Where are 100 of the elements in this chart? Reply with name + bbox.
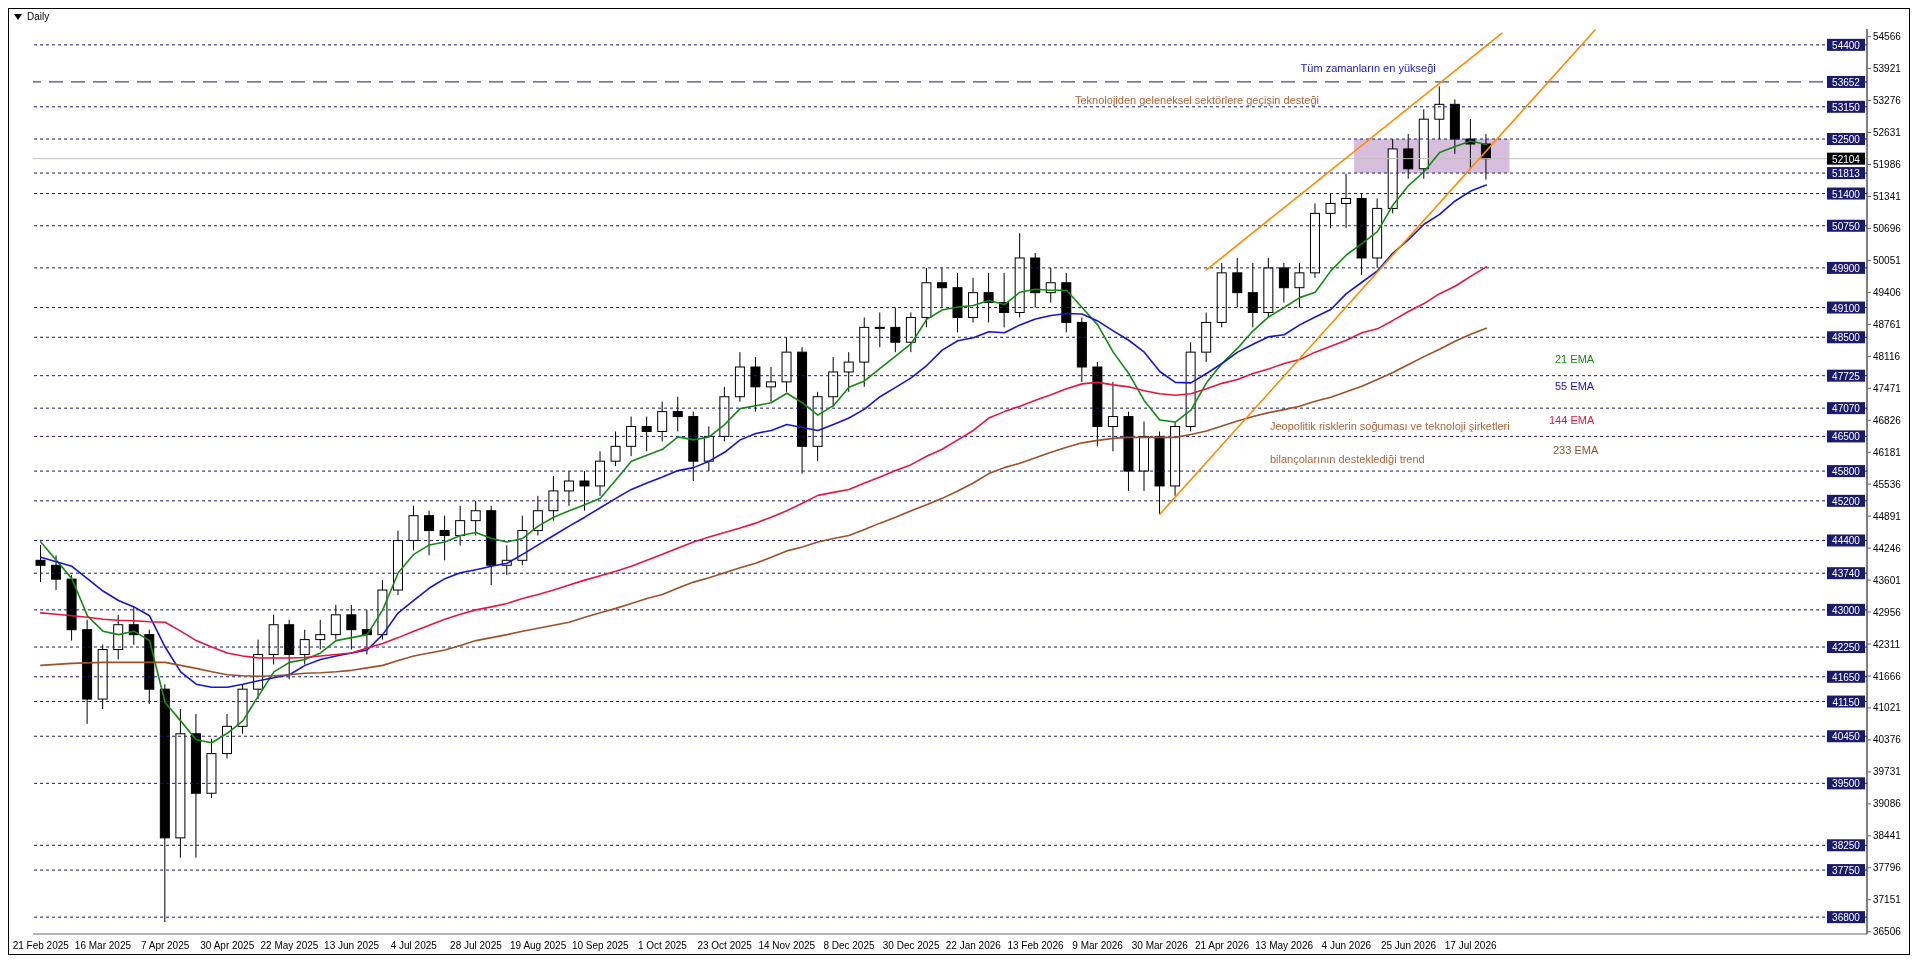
ref-line-label: 51400 (1832, 188, 1861, 200)
ref-line-label: 49100 (1832, 302, 1861, 314)
candlestick (610, 430, 621, 467)
candlestick (424, 510, 435, 556)
x-tick-label: 16 Mar 2025 (74, 940, 132, 952)
ref-line-label: 40450 (1832, 731, 1861, 743)
candlestick (1107, 381, 1118, 452)
y-tick-label: 49406 (1873, 286, 1902, 298)
y-tick-label: 50051 (1873, 254, 1902, 266)
x-tick-label: 21 Feb 2025 (12, 940, 70, 952)
candlestick (35, 544, 46, 583)
x-tick-label: 4 Jun 2026 (1321, 940, 1372, 952)
y-tick-label: 48116 (1873, 350, 1901, 362)
candlestick (874, 311, 885, 348)
x-tick-label: 13 Feb 2026 (1007, 940, 1064, 952)
text: 21 EMA (1555, 353, 1595, 365)
y-tick-label: 46181 (1873, 446, 1902, 458)
x-tick-label: 19 Aug 2025 (510, 940, 567, 952)
candlestick (750, 356, 761, 413)
y-tick-label: 38441 (1873, 830, 1902, 842)
x-tick-label: 30 Apr 2025 (200, 940, 255, 952)
text: 55 EMA (1555, 380, 1595, 392)
y-tick-label: 42311 (1873, 638, 1901, 650)
ref-line-label: 51813 (1832, 168, 1861, 180)
ref-line-label: 36800 (1832, 912, 1861, 924)
x-tick-label: 13 May 2026 (1255, 940, 1314, 952)
text: 144 EMA (1549, 414, 1595, 426)
candlestick (672, 396, 683, 432)
candlestick (579, 470, 590, 512)
y-tick-label: 54566 (1873, 31, 1902, 43)
y-tick-label: 53276 (1873, 95, 1902, 107)
ref-line-label: 47725 (1832, 370, 1861, 382)
y-tick-label: 44246 (1873, 542, 1902, 554)
y-tick-label: 51986 (1873, 159, 1902, 171)
ref-line-label: 53150 (1832, 101, 1861, 113)
candlestick (843, 351, 854, 393)
y-tick-label: 39731 (1873, 766, 1902, 778)
candlestick (455, 505, 466, 546)
y-tick-label: 48761 (1873, 318, 1902, 330)
candlestick (51, 554, 62, 591)
y-tick-label: 39086 (1873, 798, 1902, 810)
y-tick-label: 45536 (1873, 478, 1902, 490)
x-tick-label: 22 Jan 2026 (945, 940, 1002, 952)
candlestick (1341, 173, 1352, 229)
candlestick (1434, 85, 1445, 140)
candlestick (1278, 262, 1289, 304)
y-tick-label: 47471 (1873, 382, 1902, 394)
candlestick (1403, 133, 1414, 180)
candlestick (470, 500, 481, 537)
y-tick-label: 41666 (1873, 670, 1902, 682)
candlestick (1247, 262, 1258, 328)
ref-line-label: 37750 (1832, 865, 1861, 877)
y-tick-label: 41021 (1873, 702, 1902, 714)
x-tick-label: 1 Oct 2025 (638, 940, 688, 952)
annotation: Jeopolitik risklerin soğuması ve teknoloji şirketleri (1270, 420, 1510, 432)
candlestick (641, 416, 652, 452)
candlestick (548, 475, 559, 522)
ref-line-label: 53652 (1832, 76, 1861, 88)
candlestick (330, 604, 341, 641)
x-tick-label: 9 Mar 2026 (1072, 940, 1124, 952)
x-tick-label: 14 Nov 2025 (758, 940, 816, 952)
annotation: Teknolojiden geleneksel sektörlere geçişin desteği (1075, 94, 1319, 106)
y-tick-label: 40376 (1873, 734, 1902, 746)
x-tick-label: 17 Jul 2026 (1444, 940, 1497, 952)
ref-line-label: 42250 (1832, 642, 1861, 654)
x-tick-label: 10 Sep 2025 (571, 940, 630, 952)
y-tick-label: 43601 (1873, 574, 1902, 586)
y-tick-label: 37796 (1873, 862, 1902, 874)
x-tick-label: 4 Jul 2025 (390, 940, 438, 952)
candlestick (299, 629, 310, 665)
candlestick (532, 495, 543, 537)
x-tick-label: 21 Apr 2026 (1195, 940, 1250, 952)
candlestick (346, 604, 357, 651)
ref-line-label: 52104 (1832, 153, 1861, 165)
x-tick-label: 23 Oct 2025 (697, 940, 753, 952)
x-tick-label: 28 Jul 2025 (450, 940, 503, 952)
ref-line-label: 41150 (1832, 696, 1860, 708)
x-tick-label: 25 Jun 2026 (1380, 940, 1437, 952)
y-tick-label: 44891 (1873, 510, 1902, 522)
annotation: bilançolarının desteklediği trend (1270, 453, 1425, 465)
ref-line-label: 45800 (1832, 466, 1861, 478)
y-tick-label: 52631 (1873, 127, 1902, 139)
ref-line-label: 39500 (1832, 778, 1861, 790)
ref-line-label: 50750 (1832, 220, 1861, 232)
text: 233 EMA (1553, 444, 1599, 456)
x-tick-label: 30 Mar 2026 (1131, 940, 1189, 952)
candlestick (626, 416, 637, 457)
ref-line-label: 52500 (1832, 134, 1861, 146)
chart-title: Daily (27, 11, 50, 22)
ref-line-label: 45200 (1832, 495, 1861, 507)
x-tick-label: 30 Dec 2025 (882, 940, 940, 952)
x-tick-label: 22 May 2025 (260, 940, 319, 952)
candlestick (563, 470, 574, 507)
y-tick-label: 46826 (1873, 414, 1902, 426)
ref-line-label: 38250 (1832, 840, 1861, 852)
ref-line-label: 49900 (1832, 262, 1861, 274)
candlestick (315, 619, 326, 651)
y-tick-label: 53921 (1873, 63, 1902, 75)
y-tick-label: 37151 (1873, 894, 1902, 906)
annotation: Tüm zamanların en yükseği (1300, 61, 1436, 74)
